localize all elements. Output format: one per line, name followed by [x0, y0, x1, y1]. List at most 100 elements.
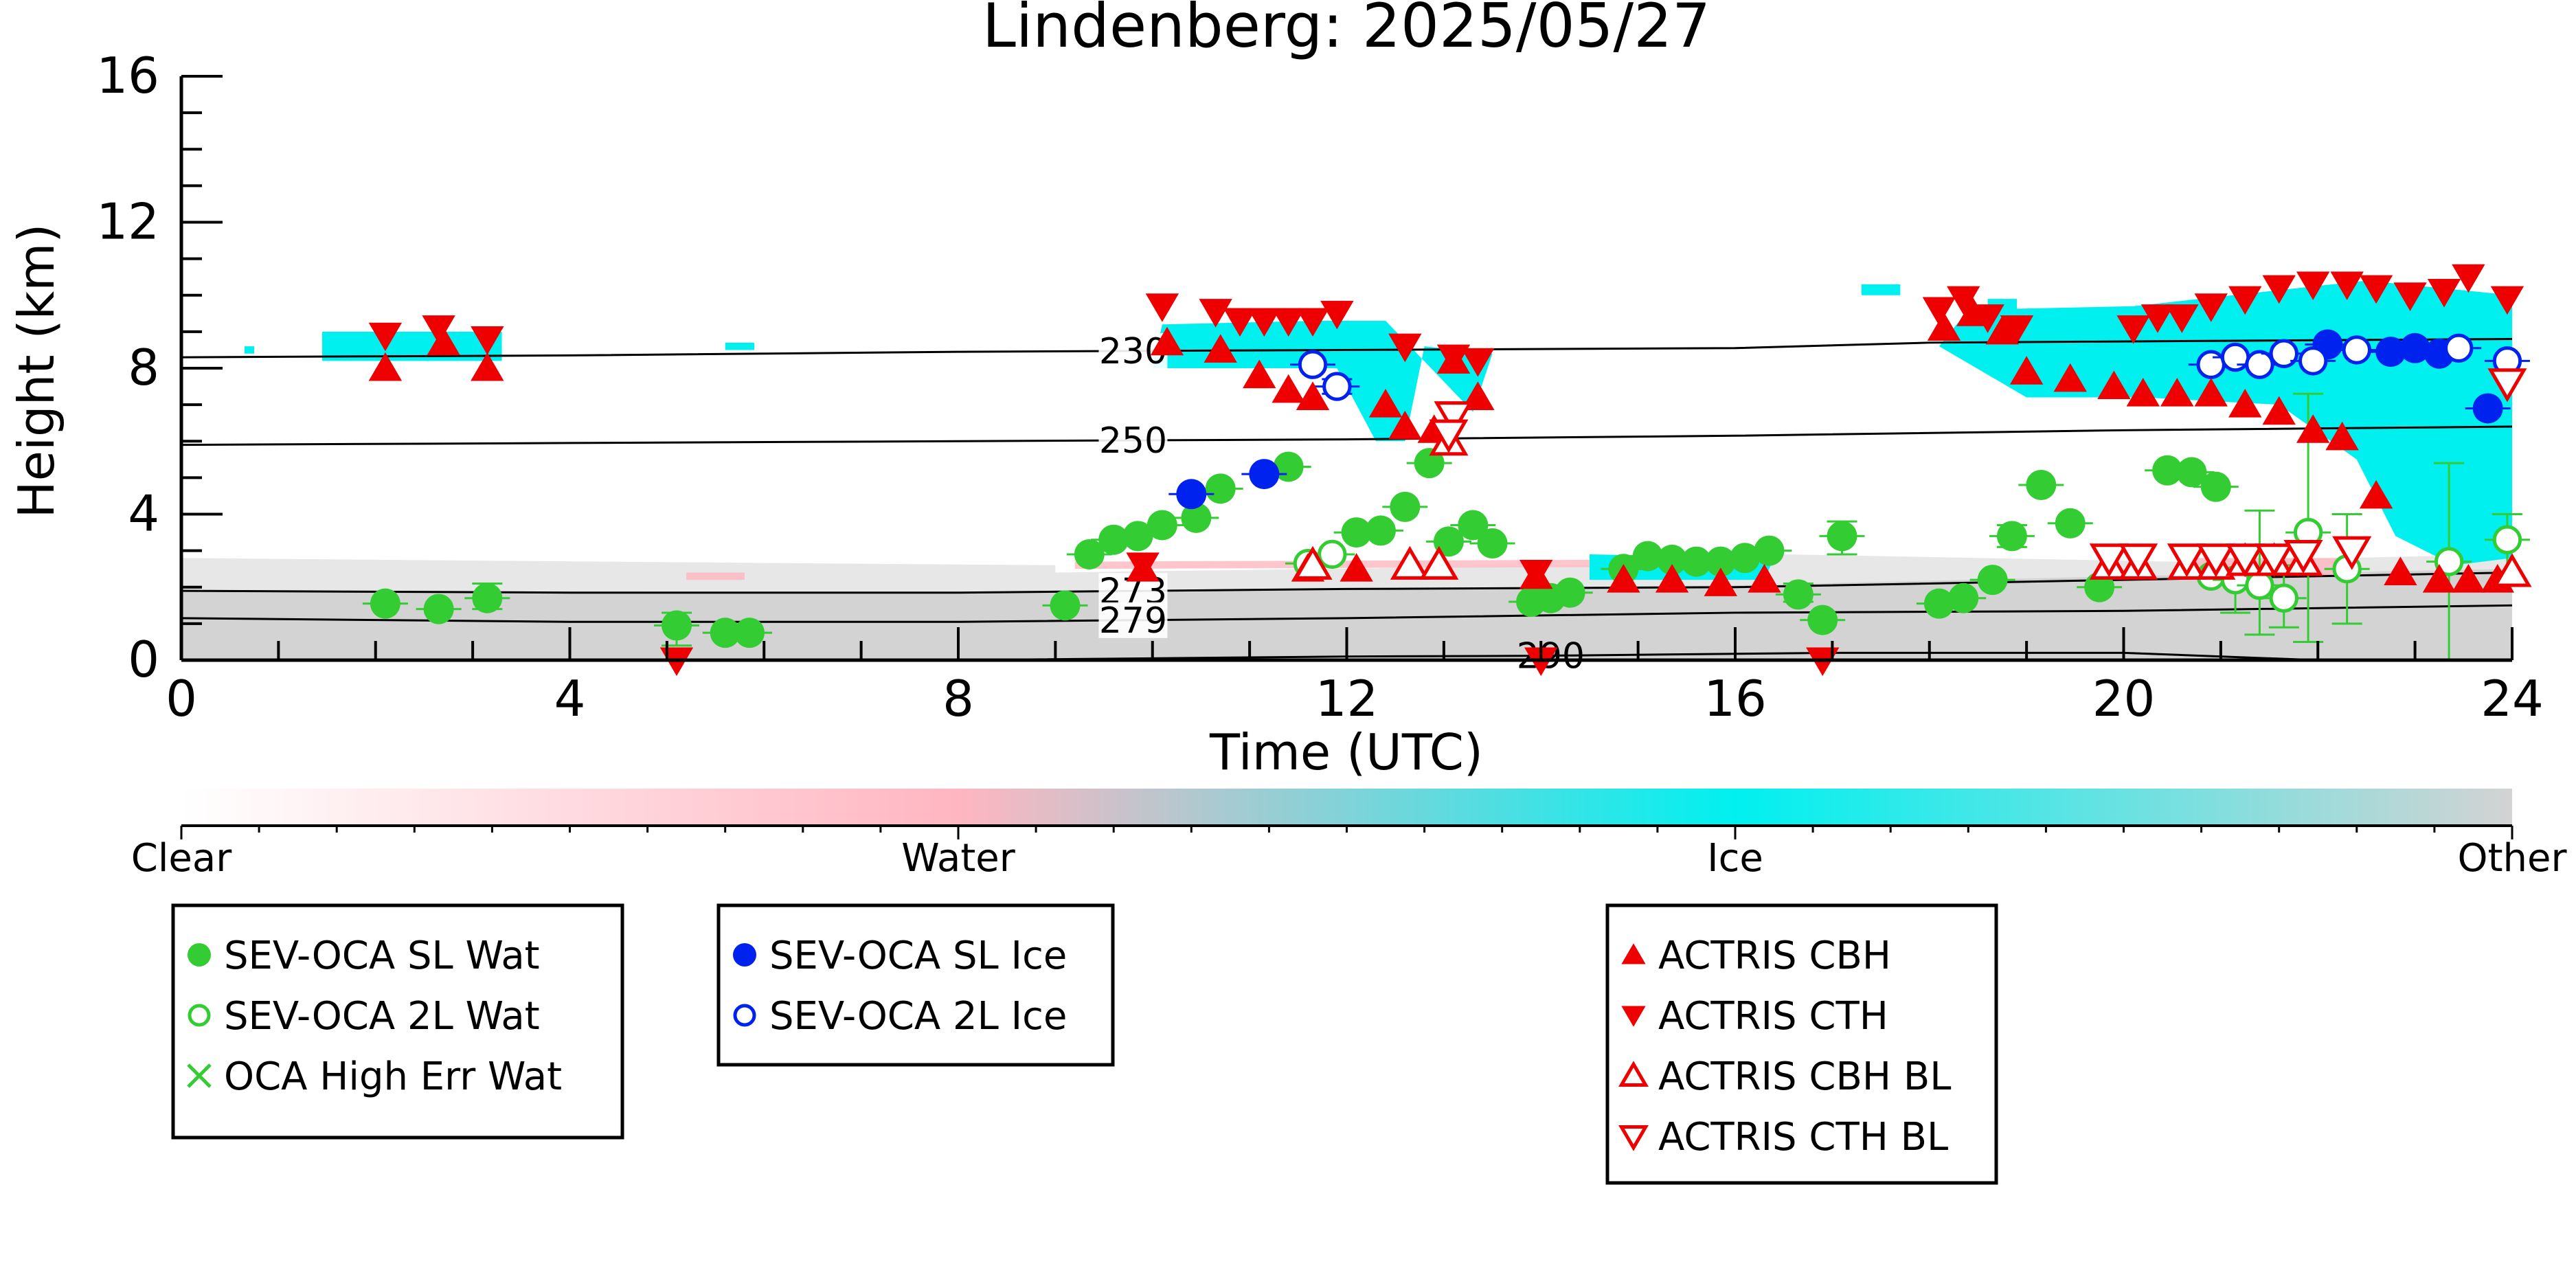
point-sev-oca-sl-wat [370, 588, 400, 619]
ice-phase-region [725, 342, 755, 350]
point-actris-cth-bl [2332, 536, 2372, 570]
y-tick-label: 4 [128, 485, 159, 543]
point-sev-oca-2l-wat [2434, 547, 2464, 576]
point-actris-cbh [427, 326, 460, 356]
point-sev-oca-sl-wat [1122, 521, 1153, 552]
point-actris-cth-bl [2119, 543, 2158, 578]
legend-label-sev-oca-sl-ice: SEV-OCA SL Ice [769, 934, 1067, 978]
x-tick-label: 20 [2092, 670, 2156, 727]
point-actris-cth [1461, 348, 1495, 377]
point-sev-oca-sl-wat [1181, 502, 1212, 533]
series-sev-oca-sl-ice [1168, 329, 2511, 510]
point-actris-cbh [1927, 312, 1961, 341]
point-actris-cth-bl [2167, 543, 2206, 578]
point-actris-cth [2116, 315, 2150, 344]
y-tick-label: 16 [96, 47, 159, 104]
point-actris-cbh [1607, 564, 1640, 593]
legend-label-actris-cth: ACTRIS CTH [1658, 994, 1888, 1039]
phase-colorbar: Clear Water Ice Other [131, 789, 2567, 881]
point-sev-oca-sl-wat [1205, 473, 1236, 504]
isotherm-label-bg [1098, 422, 1168, 459]
x-tick-label: 12 [1315, 670, 1379, 727]
point-actris-cth-bl [2089, 543, 2129, 578]
point-actris-cbh [2262, 396, 2296, 425]
point-actris-cth [1126, 552, 1160, 581]
point-actris-cbh [1748, 564, 1781, 593]
point-sev-oca-sl-wat [1074, 539, 1105, 569]
legend-label-actris-cbh: ACTRIS CBH [1658, 934, 1891, 978]
point-sev-oca-sl-wat [1977, 565, 2008, 596]
point-actris-cbh [471, 352, 504, 381]
point-actris-cbh [2296, 414, 2330, 443]
x-tick-label: 16 [1704, 670, 1767, 727]
legend-box-1: SEV-OCA SL Wat SEV-OCA 2L Wat OCA High Err… [171, 903, 624, 1140]
point-actris-cth [1223, 308, 1257, 337]
isotherm-230 [181, 338, 2513, 359]
chart-title: Lindenberg: 2025/05/27 [982, 0, 1710, 61]
point-actris-cth [2228, 286, 2262, 315]
point-actris-cth [2165, 304, 2199, 333]
point-actris-cth-bl [2225, 543, 2265, 578]
point-actris-cth [1272, 308, 1305, 337]
point-actris-cth [2330, 271, 2364, 300]
colorbar-label-other: Other [2457, 836, 2567, 881]
point-sev-oca-sl-wat [2176, 457, 2207, 488]
isotherm-290 [958, 651, 2318, 662]
point-actris-cth-bl [2196, 543, 2236, 578]
point-sev-oca-sl-wat [1923, 588, 1954, 619]
point-sev-oca-2l-ice [2269, 339, 2298, 368]
colorbar-gradient [181, 789, 2512, 826]
point-actris-cbh [1388, 410, 1422, 440]
point-actris-cbh [2384, 556, 2417, 585]
point-sev-oca-sl-wat [472, 583, 503, 613]
point-sev-oca-sl-ice [1249, 459, 1280, 490]
point-sev-oca-sl-wat [1098, 524, 1129, 555]
series-actris-cth [368, 264, 2524, 677]
point-actris-cth [1296, 308, 1330, 337]
isotherm-250 [181, 425, 2513, 447]
isotherm-label-279: 279 [1099, 600, 1167, 642]
point-sev-oca-sl-wat [2152, 455, 2183, 486]
x-axis-label: Time (UTC) [1209, 723, 1483, 781]
point-sev-oca-sl-wat [2200, 471, 2231, 502]
point-sev-oca-2l-ice [2444, 333, 2474, 363]
point-actris-cbh [1150, 326, 1184, 356]
point-sev-oca-2l-ice [1298, 350, 1328, 379]
point-actris-cbh [2097, 370, 2131, 400]
point-sev-oca-2l-wat [2492, 525, 2522, 554]
point-sev-oca-sl-wat [1341, 517, 1372, 548]
point-actris-cth [2452, 264, 2485, 293]
point-sev-oca-2l-wat [2245, 570, 2274, 600]
point-sev-oca-2l-wat [2269, 583, 2298, 613]
point-sev-oca-2l-ice [2245, 350, 2274, 379]
point-sev-oca-sl-wat [1365, 515, 1396, 546]
x-tick-label: 24 [2481, 670, 2544, 727]
legend-marker-sev-oca-2l-ice [733, 1004, 756, 1027]
legend-label-sev-oca-2l-wat: SEV-OCA 2L Wat [224, 994, 540, 1039]
legend-label-actris-cbh-bl: ACTRIS CBH BL [1658, 1054, 1951, 1099]
point-sev-oca-sl-wat [1783, 579, 1814, 610]
point-sev-oca-sl-wat [1050, 590, 1081, 621]
point-actris-cbh [2160, 378, 2194, 407]
point-sev-oca-sl-ice [2399, 332, 2430, 363]
point-sev-oca-sl-wat [1996, 521, 2027, 552]
point-sev-oca-sl-wat [1146, 510, 1177, 541]
colorbar-ticks [180, 826, 2513, 839]
point-sev-oca-2l-ice [2298, 346, 2328, 376]
point-actris-cth [1199, 299, 1232, 328]
point-actris-cth [2262, 275, 2296, 304]
water-phase-band [686, 572, 745, 580]
point-actris-cbh [368, 352, 403, 381]
series-actris-cth-bl [1429, 368, 2527, 578]
y-tick-label: 0 [128, 631, 159, 688]
point-actris-cth [422, 315, 455, 344]
point-sev-oca-sl-wat [1632, 541, 1663, 572]
point-sev-oca-2l-ice [2196, 350, 2226, 379]
point-actris-cbh [1243, 359, 1276, 389]
point-sev-oca-sl-wat [2026, 470, 2057, 500]
point-sev-oca-sl-ice [1176, 479, 1207, 510]
legend-marker-sev-oca-sl-wat [188, 943, 211, 967]
point-actris-cth [2427, 278, 2461, 308]
point-sev-oca-sl-wat [1657, 544, 1688, 575]
